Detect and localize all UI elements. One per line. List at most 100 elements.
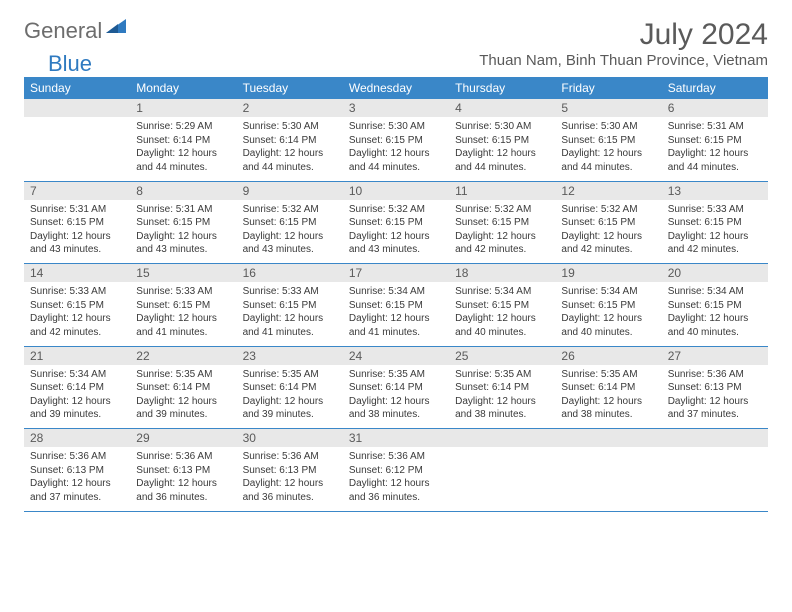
day-number: 14 xyxy=(24,264,130,283)
sunrise-text: Sunrise: 5:35 AM xyxy=(349,368,443,382)
daylight-text: Daylight: 12 hours and 42 minutes. xyxy=(561,230,655,257)
day-cell: Sunrise: 5:32 AMSunset: 6:15 PMDaylight:… xyxy=(343,200,449,264)
sunrise-text: Sunrise: 5:35 AM xyxy=(455,368,549,382)
day-number: 15 xyxy=(130,264,236,283)
day-number: 21 xyxy=(24,346,130,365)
sunrise-text: Sunrise: 5:32 AM xyxy=(561,203,655,217)
sunrise-text: Sunrise: 5:34 AM xyxy=(668,285,762,299)
sunrise-text: Sunrise: 5:36 AM xyxy=(349,450,443,464)
day-number: 10 xyxy=(343,181,449,200)
day-cell: Sunrise: 5:32 AMSunset: 6:15 PMDaylight:… xyxy=(237,200,343,264)
day-number: 19 xyxy=(555,264,661,283)
day-cell: Sunrise: 5:32 AMSunset: 6:15 PMDaylight:… xyxy=(555,200,661,264)
logo-text-gray: General xyxy=(24,18,102,44)
sunrise-text: Sunrise: 5:33 AM xyxy=(136,285,230,299)
logo: General xyxy=(24,18,128,44)
weekday-wed: Wednesday xyxy=(343,77,449,99)
day-number: 8 xyxy=(130,181,236,200)
daylight-text: Daylight: 12 hours and 41 minutes. xyxy=(349,312,443,339)
weekday-sat: Saturday xyxy=(662,77,768,99)
sunset-text: Sunset: 6:14 PM xyxy=(243,381,337,395)
daylight-text: Daylight: 12 hours and 42 minutes. xyxy=(668,230,762,257)
daylight-text: Daylight: 12 hours and 38 minutes. xyxy=(349,395,443,422)
day-cell: Sunrise: 5:30 AMSunset: 6:15 PMDaylight:… xyxy=(449,117,555,181)
day-number xyxy=(449,429,555,448)
daytext-row: Sunrise: 5:34 AMSunset: 6:14 PMDaylight:… xyxy=(24,365,768,429)
sunset-text: Sunset: 6:13 PM xyxy=(668,381,762,395)
weekday-mon: Monday xyxy=(130,77,236,99)
day-cell: Sunrise: 5:31 AMSunset: 6:15 PMDaylight:… xyxy=(662,117,768,181)
sunset-text: Sunset: 6:15 PM xyxy=(561,134,655,148)
sunset-text: Sunset: 6:13 PM xyxy=(136,464,230,478)
day-number: 3 xyxy=(343,99,449,117)
daylight-text: Daylight: 12 hours and 41 minutes. xyxy=(243,312,337,339)
logo-text-blue: Blue xyxy=(48,51,92,77)
daylight-text: Daylight: 12 hours and 44 minutes. xyxy=(668,147,762,174)
sunset-text: Sunset: 6:12 PM xyxy=(349,464,443,478)
sunset-text: Sunset: 6:15 PM xyxy=(243,299,337,313)
day-number: 23 xyxy=(237,346,343,365)
month-title: July 2024 xyxy=(640,18,768,52)
daylight-text: Daylight: 12 hours and 44 minutes. xyxy=(243,147,337,174)
day-cell: Sunrise: 5:34 AMSunset: 6:15 PMDaylight:… xyxy=(343,282,449,346)
daynum-row: 28293031 xyxy=(24,429,768,448)
day-number: 11 xyxy=(449,181,555,200)
daylight-text: Daylight: 12 hours and 43 minutes. xyxy=(349,230,443,257)
day-number xyxy=(24,99,130,117)
sunset-text: Sunset: 6:15 PM xyxy=(349,299,443,313)
sunset-text: Sunset: 6:15 PM xyxy=(455,216,549,230)
day-number: 31 xyxy=(343,429,449,448)
sunrise-text: Sunrise: 5:34 AM xyxy=(455,285,549,299)
day-number: 7 xyxy=(24,181,130,200)
sunrise-text: Sunrise: 5:34 AM xyxy=(561,285,655,299)
daylight-text: Daylight: 12 hours and 43 minutes. xyxy=(30,230,124,257)
sunrise-text: Sunrise: 5:33 AM xyxy=(668,203,762,217)
sunset-text: Sunset: 6:14 PM xyxy=(243,134,337,148)
day-number: 18 xyxy=(449,264,555,283)
sunset-text: Sunset: 6:15 PM xyxy=(668,216,762,230)
sunset-text: Sunset: 6:15 PM xyxy=(30,299,124,313)
day-cell: Sunrise: 5:36 AMSunset: 6:13 PMDaylight:… xyxy=(662,365,768,429)
weekday-sun: Sunday xyxy=(24,77,130,99)
day-cell: Sunrise: 5:36 AMSunset: 6:13 PMDaylight:… xyxy=(24,447,130,511)
day-number: 20 xyxy=(662,264,768,283)
day-cell xyxy=(555,447,661,511)
sunrise-text: Sunrise: 5:32 AM xyxy=(349,203,443,217)
day-cell: Sunrise: 5:35 AMSunset: 6:14 PMDaylight:… xyxy=(130,365,236,429)
sunrise-text: Sunrise: 5:34 AM xyxy=(349,285,443,299)
sunrise-text: Sunrise: 5:34 AM xyxy=(30,368,124,382)
day-cell: Sunrise: 5:34 AMSunset: 6:15 PMDaylight:… xyxy=(449,282,555,346)
sunrise-text: Sunrise: 5:31 AM xyxy=(136,203,230,217)
sunset-text: Sunset: 6:15 PM xyxy=(30,216,124,230)
sunrise-text: Sunrise: 5:32 AM xyxy=(243,203,337,217)
sunset-text: Sunset: 6:15 PM xyxy=(349,134,443,148)
sunrise-text: Sunrise: 5:36 AM xyxy=(668,368,762,382)
day-number: 27 xyxy=(662,346,768,365)
sunrise-text: Sunrise: 5:35 AM xyxy=(136,368,230,382)
sunset-text: Sunset: 6:14 PM xyxy=(30,381,124,395)
day-cell xyxy=(24,117,130,181)
daylight-text: Daylight: 12 hours and 44 minutes. xyxy=(349,147,443,174)
daylight-text: Daylight: 12 hours and 39 minutes. xyxy=(30,395,124,422)
daytext-row: Sunrise: 5:36 AM Sunset: 6:13 PMDaylight:… xyxy=(24,447,768,511)
weekday-fri: Friday xyxy=(555,77,661,99)
sunset-text: Sunset: 6:15 PM xyxy=(668,299,762,313)
day-cell: Sunrise: 5:31 AMSunset: 6:15 PMDaylight:… xyxy=(24,200,130,264)
daylight-text: Daylight: 12 hours and 43 minutes. xyxy=(243,230,337,257)
day-number: 5 xyxy=(555,99,661,117)
daylight-text: Daylight: 12 hours and 44 minutes. xyxy=(561,147,655,174)
calendar-page: General July 2024 Blue Thuan Nam, Binh T… xyxy=(0,0,792,530)
sunset-text: Sunset: 6:15 PM xyxy=(136,216,230,230)
daynum-row: 21222324252627 xyxy=(24,346,768,365)
day-cell: Sunrise: 5:36 AMSunset: 6:12 PMDaylight:… xyxy=(343,447,449,511)
day-number xyxy=(662,429,768,448)
day-cell: Sunrise: 5:33 AMSunset: 6:15 PMDaylight:… xyxy=(130,282,236,346)
daylight-text: Daylight: 12 hours and 36 minutes. xyxy=(136,477,230,504)
day-cell xyxy=(662,447,768,511)
day-cell: Sunrise: 5:36 AMSunset: 6:13 PMDaylight:… xyxy=(237,447,343,511)
sunrise-text: Sunrise: 5:36 AM xyxy=(30,450,124,464)
sunset-text: Sunset: 6:15 PM xyxy=(243,216,337,230)
day-number: 16 xyxy=(237,264,343,283)
weekday-thu: Thursday xyxy=(449,77,555,99)
daylight-text: Daylight: 12 hours and 40 minutes. xyxy=(561,312,655,339)
